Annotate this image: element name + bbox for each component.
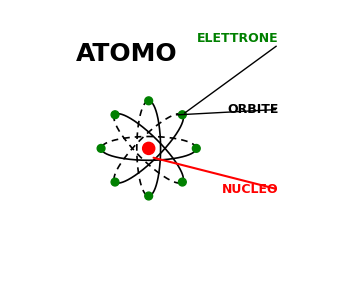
Circle shape xyxy=(111,178,119,186)
Text: ELETTRONE: ELETTRONE xyxy=(197,31,278,45)
Circle shape xyxy=(145,97,152,105)
Circle shape xyxy=(142,142,155,155)
Circle shape xyxy=(178,111,186,119)
Circle shape xyxy=(145,192,152,200)
Text: ATOMO: ATOMO xyxy=(76,42,178,66)
Circle shape xyxy=(97,144,105,152)
Circle shape xyxy=(178,178,186,186)
Text: NUCLEO: NUCLEO xyxy=(222,183,278,196)
Text: ORBITE: ORBITE xyxy=(227,103,278,116)
Circle shape xyxy=(111,111,119,119)
Circle shape xyxy=(193,144,200,152)
